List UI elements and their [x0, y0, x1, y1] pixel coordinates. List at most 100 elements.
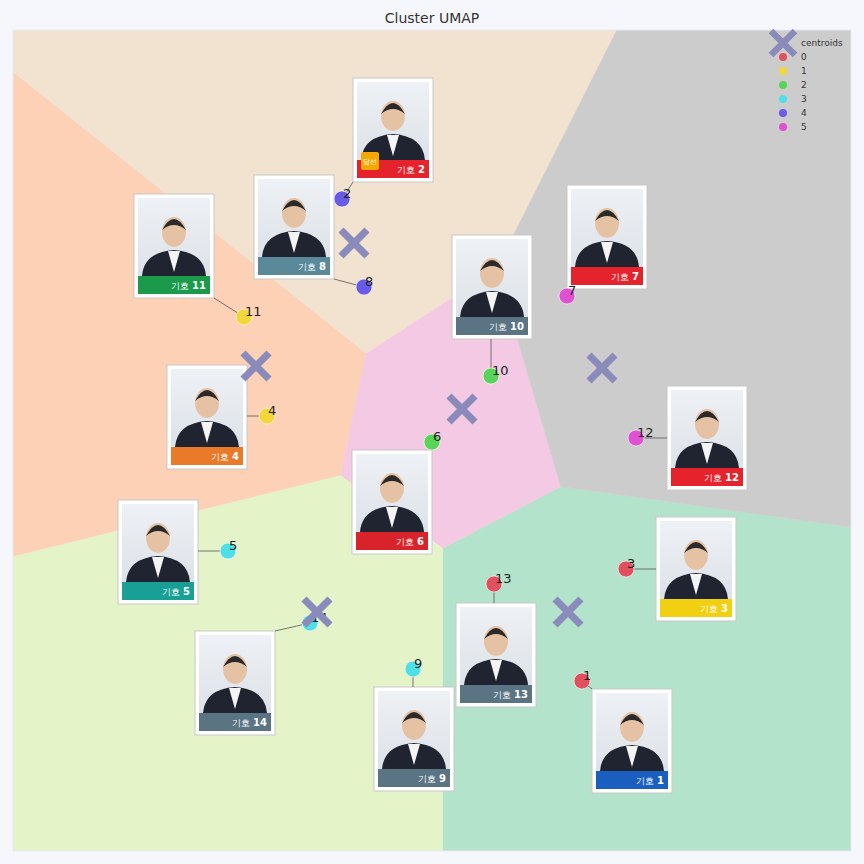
photo [357, 82, 429, 178]
legend-marker [779, 67, 787, 75]
suit [460, 291, 524, 317]
candidate-card: 기호 5 [118, 500, 198, 604]
centroids [243, 230, 615, 625]
card-frame [667, 386, 747, 490]
card-prefix: 기호 [418, 774, 439, 784]
suit [142, 250, 206, 276]
candidate-card: 기호 12 [667, 386, 747, 490]
suit [675, 442, 739, 468]
hair [595, 210, 619, 221]
point-label: 3 [627, 556, 635, 571]
card-prefix: 기호 [397, 165, 418, 175]
photo [199, 635, 271, 731]
suit [262, 231, 326, 257]
card-prefix: 기호 [611, 272, 632, 282]
card-number: 9 [439, 773, 446, 784]
point-label: 2 [343, 186, 351, 201]
card-label: 기호 8 [298, 261, 326, 272]
suit [175, 421, 239, 447]
card-label: 기호 14 [232, 717, 267, 728]
card-label: 기호 11 [171, 280, 206, 291]
candidate-card: 기호 14 [195, 631, 275, 735]
candidate-card: 기호 11 [134, 194, 214, 298]
card-prefix: 기호 [489, 322, 510, 332]
legend-marker [779, 109, 787, 117]
legend-marker [779, 95, 787, 103]
connectors [198, 182, 667, 689]
candidate-card: 기호 2당선 [353, 78, 433, 182]
card-label: 기호 1 [636, 775, 664, 786]
photo [671, 390, 743, 486]
card-prefix: 기호 [493, 690, 514, 700]
card-stripe [356, 532, 428, 550]
suit [382, 743, 446, 769]
point-label: 7 [568, 283, 576, 298]
title: Cluster UMAP [385, 10, 480, 26]
face [195, 388, 219, 418]
badge-box [361, 152, 379, 170]
card-stripe [571, 267, 643, 285]
photo [460, 607, 532, 703]
legend-label: 0 [801, 52, 807, 62]
legend-label: 2 [801, 80, 807, 90]
photo [596, 693, 668, 789]
photo [258, 179, 330, 275]
legend-label: 4 [801, 108, 807, 118]
hair [484, 628, 508, 639]
legend-label: 5 [801, 122, 807, 132]
card-label: 기호 6 [396, 536, 424, 547]
shirt [486, 292, 498, 313]
point-label: 11 [245, 304, 262, 319]
shirt [201, 422, 213, 443]
photo [456, 239, 528, 335]
card-number: 3 [721, 603, 728, 614]
face [480, 258, 504, 288]
card-prefix: 기호 [396, 537, 417, 547]
legend: centroids012345 [771, 31, 843, 132]
face [162, 217, 186, 247]
shirt [386, 507, 398, 528]
shirt [408, 744, 420, 765]
centroid [589, 355, 615, 381]
card-number: 6 [417, 536, 424, 547]
hair [381, 103, 405, 114]
shirt [490, 660, 502, 681]
legend-marker [779, 53, 787, 61]
card-stripe [596, 771, 668, 789]
hair [223, 656, 247, 667]
centroid [449, 396, 475, 422]
plot-area [13, 30, 851, 851]
hair [195, 390, 219, 401]
hair [620, 714, 644, 725]
shirt [387, 135, 399, 156]
card-number: 10 [510, 321, 524, 332]
point-label: 13 [495, 571, 512, 586]
centroid [304, 599, 330, 625]
card-frame [353, 78, 433, 182]
card-stripe [199, 713, 271, 731]
face [282, 198, 306, 228]
hair [684, 542, 708, 553]
centroid [341, 230, 367, 256]
card-label: 기호 10 [489, 321, 524, 332]
card-label: 기호 7 [611, 271, 639, 282]
card-number: 5 [183, 586, 190, 597]
card-frame [656, 517, 736, 621]
chart: Cluster UMAP기호 1기호 3기호 13기호 11기호 4기호 10기… [0, 0, 864, 864]
face [695, 409, 719, 439]
card-stripe [171, 447, 243, 465]
centroid [243, 353, 269, 379]
card-frame [456, 603, 536, 707]
candidate-card: 기호 1 [592, 689, 672, 793]
card-prefix: 기호 [232, 718, 253, 728]
card-stripe [138, 276, 210, 294]
cards: 기호 1기호 3기호 13기호 11기호 4기호 10기호 6기호 5기호 14… [118, 78, 747, 793]
face [620, 712, 644, 742]
card-number: 8 [319, 261, 326, 272]
card-label: 기호 4 [211, 451, 239, 462]
suit [464, 659, 528, 685]
card-stripe [258, 257, 330, 275]
card-stripe [671, 468, 743, 486]
points [220, 191, 644, 689]
candidate-card: 기호 13 [456, 603, 536, 707]
